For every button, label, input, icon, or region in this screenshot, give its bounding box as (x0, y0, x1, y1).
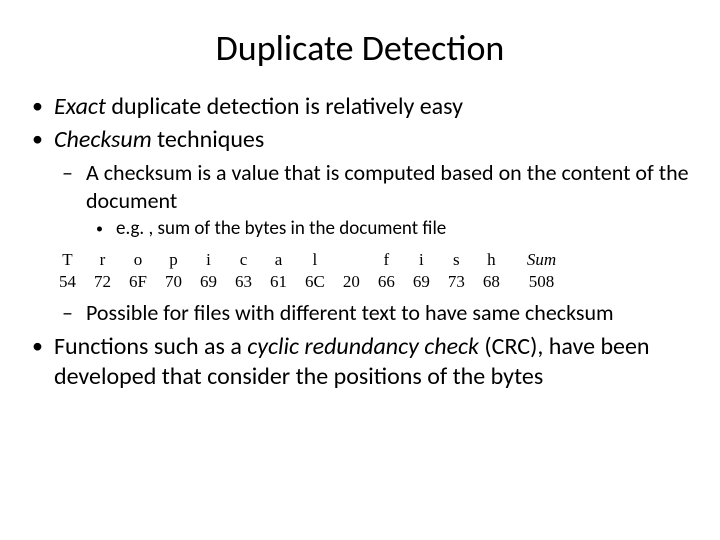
ascii-table: T r o p i c a l f i s h Sum 54 72 6F 70 … (50, 249, 690, 293)
table-cell: 69 (191, 271, 226, 293)
bullet-list-continued: Possible for files with different text t… (30, 299, 690, 393)
table-cell: T (50, 249, 85, 271)
table-cell: 72 (85, 271, 120, 293)
bullet-text: A checksum is a value that is computed b… (86, 159, 689, 214)
table-cell: 73 (439, 271, 474, 293)
sum-label: Sum (509, 249, 565, 271)
table-cell: s (439, 249, 474, 271)
table-cell (334, 249, 369, 271)
bullet-text: Possible for files with different text t… (86, 299, 614, 326)
table-cell: f (369, 249, 404, 271)
table-cell: r (85, 249, 120, 271)
bullet-text: e.g. , sum of the bytes in the document … (116, 217, 446, 240)
bullet-item: Exact duplicate detection is relatively … (54, 92, 690, 122)
bullet-item: Functions such as a cyclic redundancy ch… (54, 332, 690, 392)
bullet-item: Checksum techniques A checksum is a valu… (54, 125, 690, 241)
table-cell: 66 (369, 271, 404, 293)
bullet-text: cyclic redundancy check (247, 332, 479, 361)
table-cell: 20 (334, 271, 369, 293)
ascii-char-row: T r o p i c a l f i s h Sum (50, 249, 565, 271)
table-cell: i (191, 249, 226, 271)
sub-bullet-list: A checksum is a value that is computed b… (54, 159, 690, 241)
bullet-item: e.g. , sum of the bytes in the document … (116, 217, 690, 241)
bullet-text: duplicate detection is relatively easy (106, 92, 463, 121)
bullet-item: Possible for files with different text t… (86, 299, 690, 327)
table-cell: i (404, 249, 439, 271)
table-cell: c (226, 249, 261, 271)
table-cell: o (120, 249, 156, 271)
table-cell: 68 (474, 271, 509, 293)
bullet-text: Checksum (54, 125, 152, 154)
sum-value: 508 (509, 271, 565, 293)
table-cell: 6F (120, 271, 156, 293)
bullet-text: Functions such as a (54, 332, 247, 361)
table-cell: a (261, 249, 296, 271)
bullet-item-hidden: Possible for files with different text t… (54, 299, 690, 327)
table-cell: l (296, 249, 334, 271)
bullet-list: Exact duplicate detection is relatively … (30, 92, 690, 241)
table-cell: 61 (261, 271, 296, 293)
bullet-item: A checksum is a value that is computed b… (86, 159, 690, 241)
table-cell: 54 (50, 271, 85, 293)
table-cell: 63 (226, 271, 261, 293)
table-cell: 69 (404, 271, 439, 293)
table-cell: h (474, 249, 509, 271)
bullet-text: techniques (152, 125, 265, 154)
table-cell: p (156, 249, 191, 271)
ascii-hex-row: 54 72 6F 70 69 63 61 6C 20 66 69 73 68 5… (50, 271, 565, 293)
table-cell: 70 (156, 271, 191, 293)
slide-title: Duplicate Detection (30, 26, 690, 70)
table-cell: 6C (296, 271, 334, 293)
sub-bullet-list: Possible for files with different text t… (54, 299, 690, 327)
bullet-text: Exact (54, 92, 106, 121)
sub-sub-bullet-list: e.g. , sum of the bytes in the document … (86, 217, 690, 241)
